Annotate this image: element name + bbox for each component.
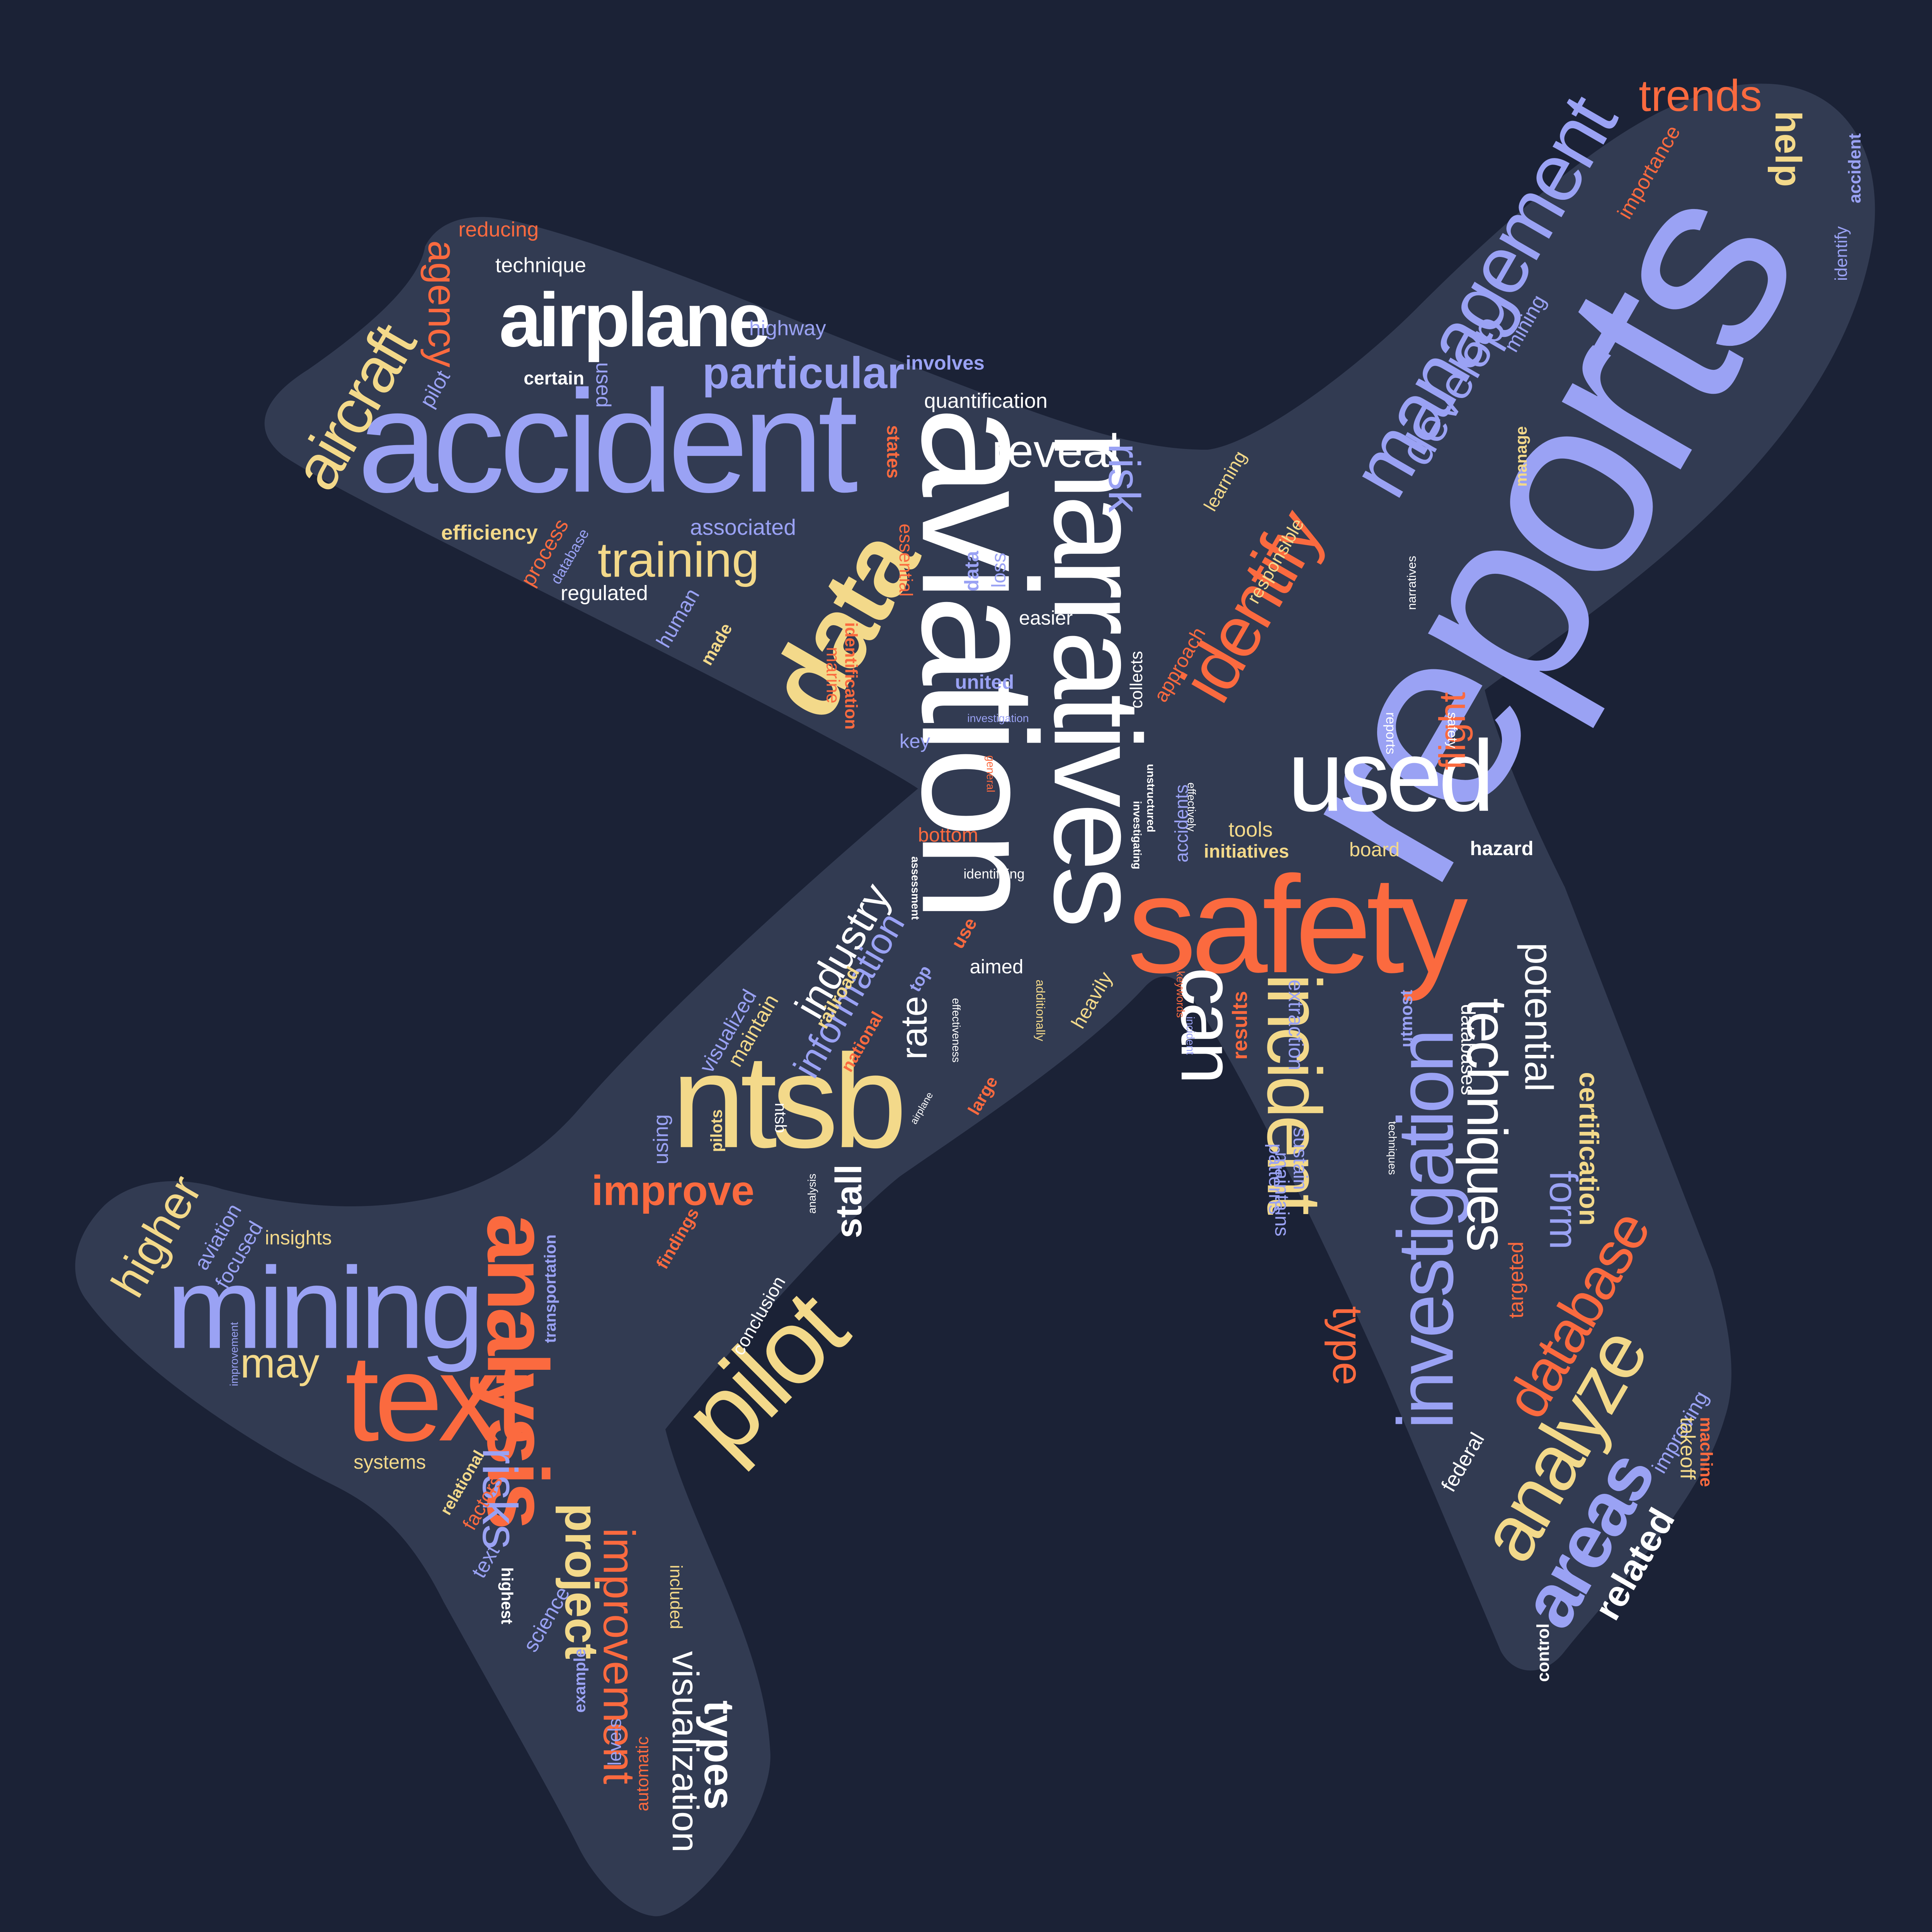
word-techniques: techniques [1386,1121,1399,1175]
word-utmost: utmost [1396,990,1416,1048]
word-agency: agency [420,240,465,367]
word-stall: stall [829,1164,870,1238]
word-investigation: investigation [967,712,1029,725]
word-mining: mining [166,1243,484,1373]
word-safety: safety [1127,847,1468,1002]
word-bottom: bottom [918,825,978,847]
word-results: results [1228,991,1252,1060]
word-highway: highway [749,316,826,340]
word-investigating: investigating [1131,801,1144,869]
word-patterns: patterns [1264,1143,1285,1215]
word-associated: associated [690,515,796,540]
word-hazard: hazard [1470,839,1534,860]
word-types: types [695,1700,742,1810]
word-united: united [955,673,1014,694]
word-identification: identification [841,622,861,730]
word-takeoff: takeoff [1675,1417,1699,1480]
word-automatic: automatic [632,1736,652,1811]
word-text: text [345,1329,529,1468]
word-improvement: improvement [228,1322,240,1386]
word-using: using [649,1114,673,1165]
word-highest: highest [498,1567,517,1624]
word-manage: manage [1512,426,1531,487]
word-technique: technique [495,253,587,277]
word-insights: insights [265,1228,332,1250]
word-marine: marine [821,647,843,704]
word-easier: easier [1019,609,1073,630]
word-narratives: narratives [1406,556,1420,610]
word-machine: machine [1696,1417,1716,1487]
word-extraction: extraction [1284,980,1308,1071]
word-ntsb: ntsb [771,1102,790,1133]
word-potential: potential [1517,942,1561,1092]
word-loss: loss [989,553,1010,588]
word-transportation: transportation [541,1234,560,1343]
word-certification: certification [1573,1072,1604,1226]
word-accident: accident [357,361,858,524]
word-keywords: keywords [1174,971,1187,1018]
word-sustain: sustain [1289,1127,1310,1190]
word-reducing: reducing [458,218,539,242]
word-training: training [597,533,759,588]
word-states: states [882,425,903,479]
word-may: may [240,1340,320,1388]
word-additionally: additionally [1032,980,1046,1041]
word-trends: trends [1639,70,1762,121]
word-analysis: analysis [806,1173,818,1214]
word-included: included [667,1565,687,1629]
word-ntsb: ntsb [671,1026,907,1176]
word-investigation: investigation [1381,1032,1470,1430]
word-improve: improve [591,1168,755,1215]
word-help: help [1767,111,1808,187]
word-incident: incident [1184,1016,1197,1055]
word-certain: certain [524,368,585,389]
word-identifying: identifying [963,867,1025,883]
word-collects: collects [1126,651,1146,709]
word-levels: levels [605,1718,626,1766]
word-quantification: quantification [924,389,1048,413]
word-example: example [570,1648,589,1713]
word-systems: systems [354,1452,426,1474]
word-used: used [591,362,615,408]
word-aimed: aimed [969,957,1024,978]
word-effectiveness: effectiveness [950,998,963,1063]
word-tools: tools [1228,818,1273,842]
word-regulated: regulated [560,582,648,605]
word-key: key [899,732,930,753]
airplane-body [75,83,1875,1917]
word-targeted: targeted [1504,1242,1528,1319]
word-used: used [1287,721,1495,833]
word-accidents: accidents [1172,784,1193,863]
word-risk: risk [1099,443,1150,513]
word-identify: identify [1831,226,1851,281]
word-databases: databases [1456,1004,1478,1095]
word-reports: reports [1382,712,1398,755]
word-reveal: reveal [992,426,1120,478]
word-airplane: airplane [499,278,770,364]
word-involves: involves [905,354,985,375]
word-general: general [984,755,997,793]
word-initiatives: initiatives [1204,841,1289,863]
word-control: control [1532,1623,1553,1682]
word-essential: essential [895,524,916,597]
word-pilots: pilots [707,1109,726,1152]
word-particular: particular [702,347,905,398]
word-type: type [1323,1306,1370,1386]
word-efficiency: efficiency [441,521,538,545]
word-accident: accident [1844,133,1864,204]
word-rate: rate [895,996,935,1060]
word-safety: safety [1444,712,1459,748]
word-board: board [1349,840,1400,861]
word-unstructured: unstructured [1145,764,1157,833]
word-assessment: assessment [909,856,922,920]
word-data: data [962,551,983,592]
